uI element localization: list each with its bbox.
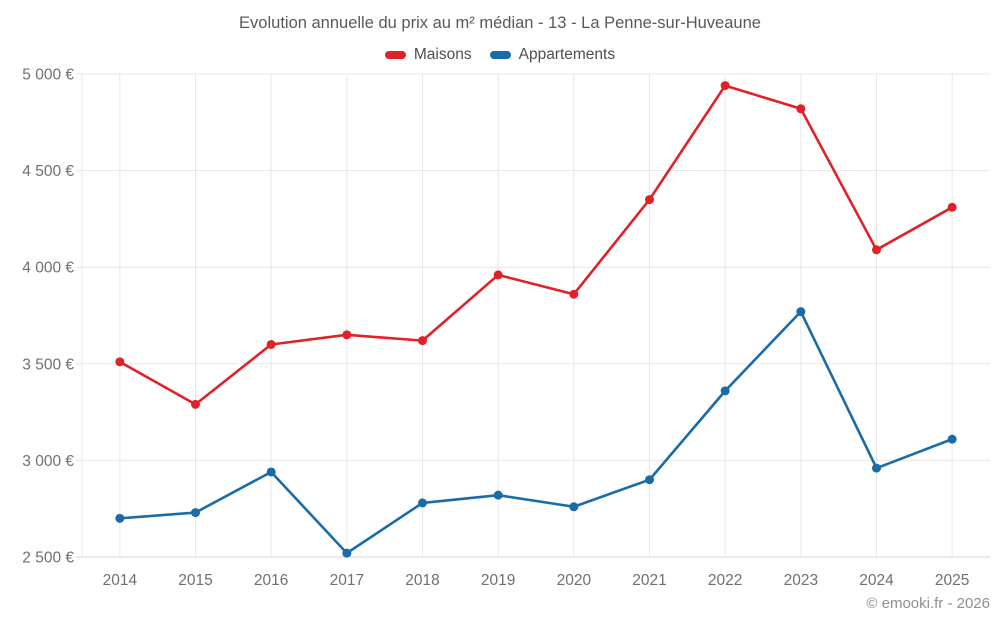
- data-point-maisons-2023: [796, 104, 806, 114]
- series-line-appartements: [118, 310, 954, 555]
- data-point-maisons-2018: [418, 336, 427, 346]
- legend-label-appartements: Appartements: [518, 46, 616, 63]
- copyright-text: © emooki.fr - 2026: [866, 595, 990, 612]
- x-axis-tick-label: 2017: [330, 572, 364, 589]
- x-axis-tick-label: 2016: [254, 572, 288, 589]
- data-point-appartements-2025: [947, 434, 957, 444]
- data-point-appartements-2019: [493, 490, 503, 500]
- y-axis-tick-label: 5 000 €: [22, 67, 74, 84]
- x-axis-tick-label: 2015: [178, 572, 212, 589]
- data-point-appartements-2018: [418, 498, 427, 508]
- data-point-maisons-2020: [569, 289, 579, 299]
- y-axis-tick-label: 2 500 €: [22, 550, 74, 567]
- data-point-appartements-2021: [645, 475, 654, 485]
- data-point-appartements-2014: [115, 513, 125, 523]
- y-axis-tick-label: 3 500 €: [22, 356, 74, 373]
- y-axis-tick-label: 3 000 €: [22, 453, 74, 470]
- data-point-appartements-2020: [569, 502, 579, 512]
- data-point-appartements-2015: [191, 508, 200, 518]
- data-point-maisons-2015: [191, 399, 200, 409]
- data-point-appartements-2024: [872, 463, 881, 473]
- data-point-maisons-2014: [115, 357, 125, 367]
- data-point-maisons-2024: [872, 245, 881, 255]
- legend-label-maisons: Maisons: [413, 46, 472, 63]
- x-axis-tick-label: 2022: [708, 572, 742, 589]
- data-point-appartements-2023: [796, 307, 806, 317]
- x-axis-tick-label: 2023: [784, 572, 818, 589]
- legend-item-maisons[interactable]: Maisons: [384, 46, 472, 64]
- data-point-appartements-2022: [720, 386, 730, 396]
- x-axis-tick-label: 2024: [859, 572, 894, 589]
- data-point-appartements-2017: [342, 548, 352, 558]
- legend-item-appartements[interactable]: Appartements: [489, 46, 616, 64]
- data-point-maisons-2019: [493, 270, 503, 280]
- x-axis-tick-label: 2021: [632, 572, 666, 589]
- x-axis-tick-label: 2019: [481, 572, 515, 589]
- x-axis-tick-label: 2014: [103, 572, 138, 589]
- data-point-maisons-2022: [720, 81, 730, 91]
- data-point-maisons-2017: [342, 330, 352, 340]
- x-axis-tick-label: 2020: [557, 572, 592, 589]
- data-point-appartements-2016: [266, 467, 276, 477]
- y-axis-tick-label: 4 500 €: [22, 163, 74, 180]
- chart-title: Evolution annuelle du prix au m² médian …: [239, 14, 761, 32]
- x-axis-tick-label: 2025: [935, 572, 969, 589]
- x-axis-tick-label: 2018: [405, 572, 439, 589]
- y-axis-tick-label: 4 000 €: [22, 260, 74, 277]
- chart-legend: Maisons Appartements: [0, 46, 1000, 64]
- data-point-maisons-2025: [947, 202, 957, 212]
- data-point-maisons-2016: [266, 339, 276, 349]
- appartements-series-swatch-icon: [489, 51, 511, 59]
- maisons-series-swatch-icon: [384, 51, 406, 59]
- series-line-maisons: [118, 84, 954, 406]
- data-point-maisons-2021: [645, 195, 654, 205]
